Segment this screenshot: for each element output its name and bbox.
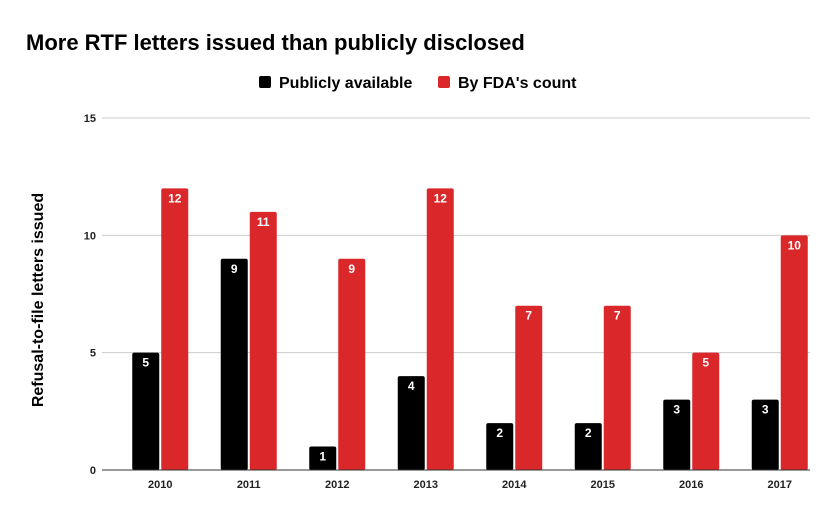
bar-value-label-publicly-available-2014: 2 xyxy=(496,426,503,440)
bar-value-label-publicly-available-2013: 4 xyxy=(408,379,415,393)
chart-title: More RTF letters issued than publicly di… xyxy=(26,30,525,55)
x-tick-label-2013: 2013 xyxy=(414,479,438,491)
x-tick-label-2015: 2015 xyxy=(591,479,615,491)
bar-value-label-by-fda-s-count-2010: 12 xyxy=(168,191,182,205)
x-tick-label-2010: 2010 xyxy=(148,479,172,491)
bar-publicly-available-2016 xyxy=(663,399,691,470)
legend: Publicly available By FDA's count xyxy=(259,75,577,92)
y-axis-ticks: 0 5 10 15 xyxy=(84,113,96,477)
bar-value-label-by-fda-s-count-2015: 7 xyxy=(614,309,621,323)
x-axis-ticks: 2010 2011 2012 2013 2014 2015 2016 2017 xyxy=(148,479,792,491)
bar-publicly-available-2010 xyxy=(132,352,160,470)
bar-by-fda-s-count-2013 xyxy=(426,188,454,470)
bar-value-label-by-fda-s-count-2012: 9 xyxy=(348,262,355,276)
legend-label-publicly-available: Publicly available xyxy=(279,75,413,92)
bar-by-fda-s-count-2015 xyxy=(603,305,631,470)
bar-value-label-by-fda-s-count-2014: 7 xyxy=(525,309,532,323)
bar-value-label-by-fda-s-count-2017: 10 xyxy=(788,238,802,252)
y-tick-label: 10 xyxy=(84,230,96,242)
legend-swatch-fda-count xyxy=(438,76,450,88)
bar-value-label-publicly-available-2015: 2 xyxy=(585,426,592,440)
bar-publicly-available-2014 xyxy=(486,423,514,470)
x-tick-label-2014: 2014 xyxy=(502,479,527,491)
bar-publicly-available-2011 xyxy=(220,258,248,470)
bar-value-label-by-fda-s-count-2011: 11 xyxy=(257,215,270,229)
x-tick-label-2011: 2011 xyxy=(237,479,261,491)
bar-by-fda-s-count-2011 xyxy=(249,211,277,470)
y-tick-label: 15 xyxy=(84,113,96,125)
bar-value-label-publicly-available-2017: 3 xyxy=(762,403,769,417)
bar-value-label-publicly-available-2010: 5 xyxy=(142,356,149,370)
bar-by-fda-s-count-2012 xyxy=(338,258,366,470)
bar-value-label-by-fda-s-count-2016: 5 xyxy=(702,356,709,370)
bar-by-fda-s-count-2014 xyxy=(515,305,543,470)
grid-lines xyxy=(102,117,810,354)
bar-publicly-available-2012 xyxy=(309,446,337,470)
y-tick-label: 5 xyxy=(90,348,96,360)
bar-value-label-by-fda-s-count-2013: 12 xyxy=(434,191,448,205)
bar-value-label-publicly-available-2016: 3 xyxy=(673,403,680,417)
legend-swatch-publicly-available xyxy=(259,76,271,88)
x-tick-label-2017: 2017 xyxy=(768,479,792,491)
bars xyxy=(132,188,808,470)
bar-value-label-publicly-available-2011: 9 xyxy=(231,262,238,276)
bar-by-fda-s-count-2016 xyxy=(692,352,720,470)
bar-by-fda-s-count-2010 xyxy=(161,188,189,470)
x-tick-label-2012: 2012 xyxy=(325,479,349,491)
bar-by-fda-s-count-2017 xyxy=(780,235,808,470)
bar-value-label-publicly-available-2012: 1 xyxy=(319,450,326,464)
legend-label-fda-count: By FDA's count xyxy=(458,75,577,92)
bar-publicly-available-2015 xyxy=(574,423,602,470)
bar-publicly-available-2017 xyxy=(751,399,779,470)
bar-publicly-available-2013 xyxy=(397,376,425,470)
x-tick-label-2016: 2016 xyxy=(679,479,703,491)
y-axis-label: Refusal-to-file letters issued xyxy=(30,193,47,407)
y-tick-label: 0 xyxy=(90,465,96,477)
